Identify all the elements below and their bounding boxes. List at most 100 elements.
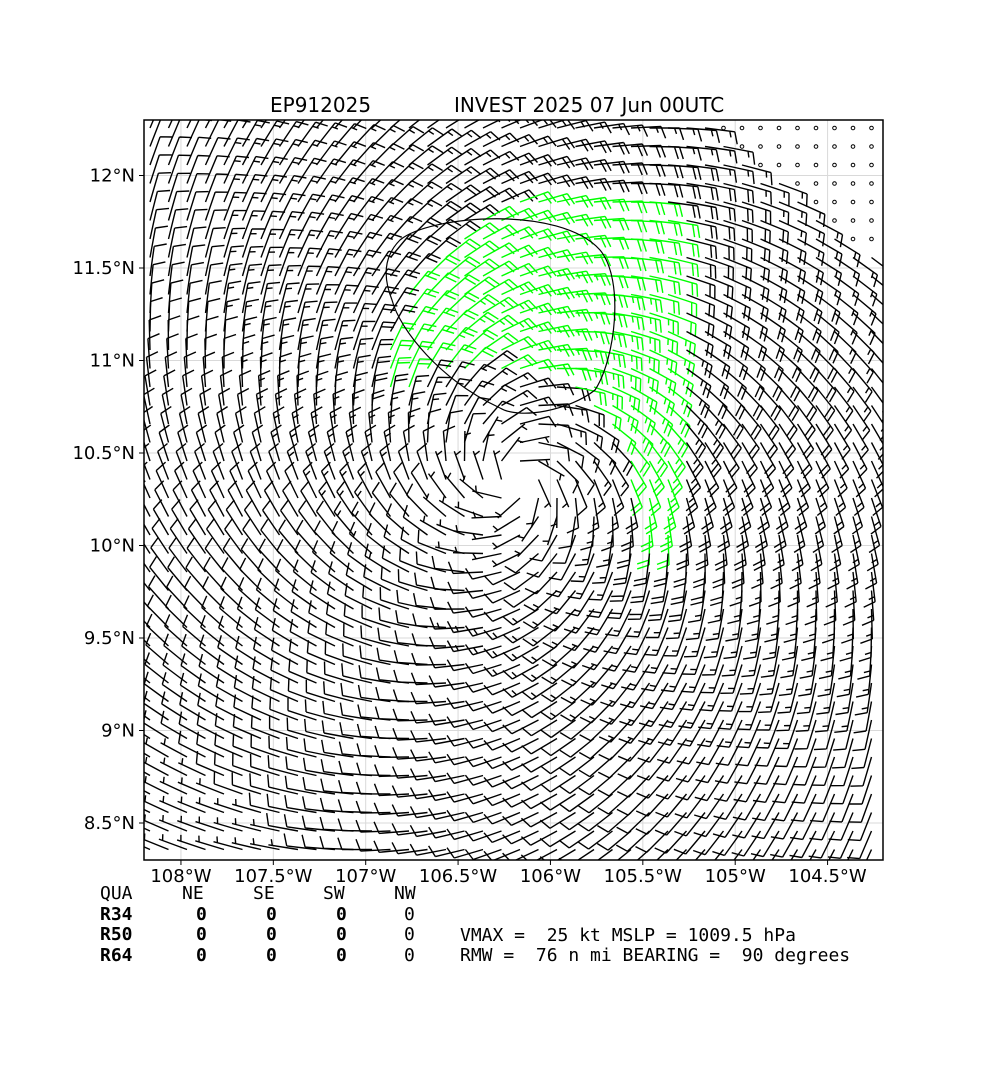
barb-shaft [519,246,557,260]
barb-shaft [685,460,702,498]
barb-shaft [389,287,420,314]
wind-barb [371,124,406,148]
wind-barb [189,499,207,536]
wind-barb [397,442,410,480]
wind-barb [852,719,873,752]
wind-barb [464,294,500,314]
barb-shaft [649,386,675,417]
barb-shaft [760,330,785,363]
wind-barb [561,645,595,669]
wind-barb [204,537,225,573]
wind-barb [575,215,612,229]
barb-shaft [789,830,817,859]
barb-shaft [820,627,836,662]
wind-barb [686,201,719,221]
wind-barb [612,423,637,455]
barb-shaft [352,302,378,332]
wind-barb [249,773,280,795]
barb-shaft [167,136,193,166]
barb-shaft [794,719,817,750]
wind-barb [630,349,660,374]
barb-shaft [521,737,558,755]
barb-shaft [429,616,465,630]
barb-shaft [667,330,696,357]
wind-barb [648,442,669,478]
barb-shaft [260,281,281,314]
barb-shaft [738,682,762,713]
wind-barb [815,423,833,460]
wind-barb [682,645,706,675]
barb-shaft [285,736,317,758]
barb-shaft [593,122,631,136]
barb-shaft [427,146,463,166]
barb-shaft [616,848,632,860]
wind-barb [789,830,817,859]
barb-shaft [519,458,551,466]
wind-barb [602,645,632,672]
wind-barb [218,387,231,425]
barb-shaft [797,256,824,286]
wind-barb [311,540,336,573]
wind-barb [374,764,410,778]
wind-barb [836,664,854,698]
wind-barb [870,331,883,345]
barb-shaft [408,305,439,332]
barb-shaft [213,817,243,832]
wind-barb [379,442,392,480]
barb-shaft [563,608,595,634]
wind-barb [695,756,725,784]
wind-barb [755,719,780,749]
wind-barb [630,182,666,196]
wind-barb [172,480,188,517]
calm-marker [869,199,874,205]
barb-shaft [550,497,558,529]
wind-barb [371,232,403,258]
barb-shaft [204,315,219,351]
barb-shaft [718,682,743,712]
barb-shaft [704,201,736,222]
wind-barb [183,351,197,388]
barb-shaft [204,227,226,258]
wind-barb [167,154,192,184]
barb-shaft [713,793,743,820]
wind-barb [180,387,193,425]
wind-barb [639,682,669,710]
wind-barb [352,371,368,406]
barb-shaft [227,480,244,517]
barb-shaft [483,608,521,622]
barb-shaft [223,333,237,369]
wind-barb [428,713,465,726]
wind-barb [406,483,429,517]
barb-shaft [501,133,539,148]
wind-barb [445,344,477,369]
barb-shaft [278,334,295,369]
barb-shaft [223,227,246,258]
barb-shaft [464,662,502,675]
barb-shaft [278,264,302,295]
wind-barb [830,775,854,805]
wind-barb [649,349,678,376]
barb-shaft [812,738,836,768]
barb-shaft [766,590,780,625]
wind-barb [519,135,557,148]
barb-shaft [376,647,410,666]
barb-shaft [287,678,317,703]
wind-barb [678,701,706,729]
wind-barb [149,120,155,129]
wind-barb [670,571,688,606]
wind-barb [834,275,860,307]
wind-barb [741,293,769,322]
wind-barb [428,789,465,802]
barb-shaft [482,314,519,333]
wind-barb [616,775,651,798]
barb-shaft [834,275,860,307]
barb-shaft [849,775,873,805]
wind-barb [145,351,159,388]
wind-barb [307,620,336,647]
wind-barb [540,700,576,721]
wind-barb [144,696,151,703]
barb-shaft [235,616,262,647]
barb-shaft [616,793,650,816]
barb-shaft [445,238,481,259]
wind-barb [334,284,359,314]
